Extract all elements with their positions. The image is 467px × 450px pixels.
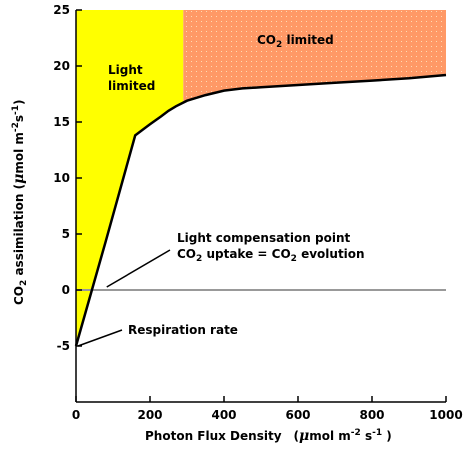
compensation-label-1: Light compensation point xyxy=(177,231,350,245)
y-tick-label: 25 xyxy=(53,3,70,17)
compensation-label-2: CO2 uptake = CO2 evolution xyxy=(177,247,365,264)
y-tick-label: 10 xyxy=(53,171,70,185)
x-axis-label: Photon Flux Density (μmol m-2 s-1 ) xyxy=(145,428,392,444)
x-tick-label: 0 xyxy=(72,408,80,422)
y-axis-label: CO2 assimilation (μmol m-2s-1) xyxy=(11,99,29,305)
x-tick-label: 200 xyxy=(137,408,162,422)
y-tick-label: 5 xyxy=(62,227,70,241)
co2-limited-label: CO2 limited xyxy=(257,33,334,50)
x-tick-label: 400 xyxy=(211,408,236,422)
y-tick-label: 20 xyxy=(53,59,70,73)
co2-limited-texture xyxy=(183,10,447,103)
y-tick-label: 15 xyxy=(53,115,70,129)
x-tick-label: 800 xyxy=(359,408,384,422)
x-tick-label: 1000 xyxy=(429,408,462,422)
x-tick-label: 600 xyxy=(285,408,310,422)
light-limited-label-1: Light xyxy=(108,63,143,77)
compensation-pointer xyxy=(106,249,171,288)
light-limited-region xyxy=(76,10,184,346)
y-tick-label: -5 xyxy=(57,339,70,353)
respiration-pointer xyxy=(77,329,123,347)
respiration-label: Respiration rate xyxy=(128,323,238,337)
y-tick-label: 0 xyxy=(62,283,70,297)
light-limited-label-2: limited xyxy=(108,79,155,93)
assimilation-curve xyxy=(74,73,447,347)
